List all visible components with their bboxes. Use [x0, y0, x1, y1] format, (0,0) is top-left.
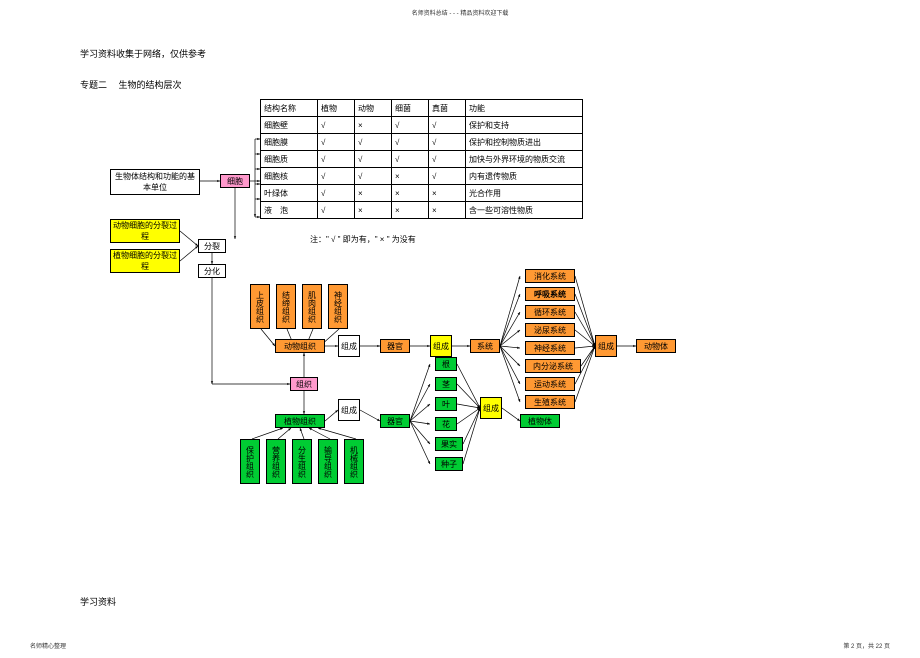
- footer-right: 第 2 页，共 22 页: [843, 641, 890, 650]
- footer-main: 学习资料: [80, 595, 116, 608]
- node-system: 系统: [470, 339, 500, 353]
- node-po6: 种子: [435, 457, 463, 471]
- node-po3: 叶: [435, 397, 457, 411]
- node-at2: 结缔组织: [276, 284, 296, 329]
- diagram-canvas: 结构名称植物动物细菌真菌功能细胞壁√×√√保护和支持细胞膜√√√√保护和控制物质…: [80, 99, 840, 519]
- node-at3: 肌肉组织: [302, 284, 322, 329]
- node-organ1: 器官: [380, 339, 410, 353]
- node-pt4: 输导组织: [318, 439, 338, 484]
- node-sys5: 神经系统: [525, 341, 575, 355]
- node-fenlie: 分裂: [198, 239, 226, 253]
- node-po1: 根: [435, 357, 457, 371]
- node-tissue: 组织: [290, 377, 318, 391]
- node-zucheng5: 组成: [595, 335, 617, 357]
- node-plant_body: 植物体: [520, 414, 560, 428]
- node-pt3: 分生组织: [292, 439, 312, 484]
- node-sys6: 内分泌系统: [525, 359, 581, 373]
- node-at4: 神经组织: [328, 284, 348, 329]
- node-organ2: 器官: [380, 414, 410, 428]
- node-animal_div: 动物细胞的分裂过程: [110, 219, 180, 243]
- node-po4: 花: [435, 417, 457, 431]
- node-sys1: 消化系统: [525, 269, 575, 283]
- table-note: 注：" √ " 即为有，" × " 为没有: [310, 234, 416, 245]
- node-zucheng4: 组成: [480, 397, 502, 419]
- node-zucheng2: 组成: [338, 399, 360, 421]
- structure-table: 结构名称植物动物细菌真菌功能细胞壁√×√√保护和支持细胞膜√√√√保护和控制物质…: [260, 99, 583, 219]
- node-sys3: 循环系统: [525, 305, 575, 319]
- topic-heading: 专题二 生物的结构层次: [80, 78, 920, 91]
- node-pt1: 保护组织: [240, 439, 260, 484]
- node-animal_body: 动物体: [636, 339, 676, 353]
- node-animal_tissue: 动物组织: [275, 339, 325, 353]
- node-sys7: 运动系统: [525, 377, 575, 391]
- node-plant_div: 植物细胞的分裂过程: [110, 249, 180, 273]
- node-unit: 生物体结构和功能的基本单位: [110, 169, 200, 195]
- node-sys4: 泌尿系统: [525, 323, 575, 337]
- node-fenhua: 分化: [198, 264, 226, 278]
- footer-left: 名师精心整理: [30, 641, 66, 650]
- node-pt5: 机械组织: [344, 439, 364, 484]
- node-sys2: 呼吸系统: [525, 287, 575, 301]
- node-cell: 细胞: [220, 174, 250, 188]
- node-po5: 果实: [435, 437, 463, 451]
- node-at1: 上皮组织: [250, 284, 270, 329]
- node-plant_tissue: 植物组织: [275, 414, 325, 428]
- node-pt2: 营养组织: [266, 439, 286, 484]
- page-header-tiny: 名师资料总结 - - - 精品资料欢迎下载: [0, 8, 920, 17]
- node-sys8: 生殖系统: [525, 395, 575, 409]
- subtitle: 学习资料收集于网络，仅供参考: [80, 47, 920, 60]
- node-po2: 茎: [435, 377, 457, 391]
- node-zucheng1: 组成: [338, 335, 360, 357]
- node-zucheng3: 组成: [430, 335, 452, 357]
